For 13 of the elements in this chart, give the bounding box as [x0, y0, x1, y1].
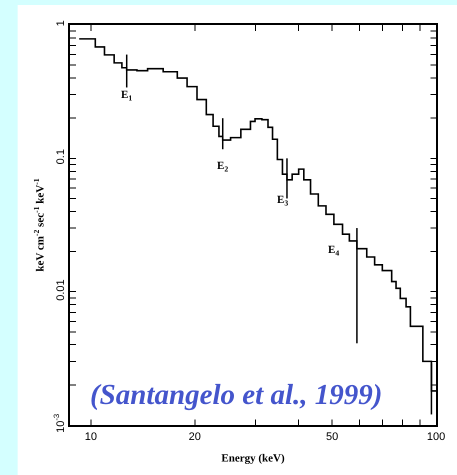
annotation: E$_{1}$	[121, 89, 132, 102]
x-tick-label: 100	[426, 430, 446, 443]
y-tick-label: 0.01	[54, 279, 67, 301]
y-tick-label: 1	[54, 20, 67, 26]
x-tick-label: 50	[326, 430, 338, 443]
annotation: (Santangelo et al., 1999)	[90, 379, 382, 411]
annotation: E$_{3}$	[277, 194, 288, 208]
annotation: E$_{2}$	[217, 160, 228, 174]
annotation: E$_{4}$	[328, 244, 340, 258]
x-tick-label: 20	[188, 430, 201, 443]
x-tick-label: 10	[84, 430, 97, 443]
x-axis-title: Energy (keV)	[221, 452, 285, 465]
y-tick-label: 0.1	[54, 149, 67, 164]
